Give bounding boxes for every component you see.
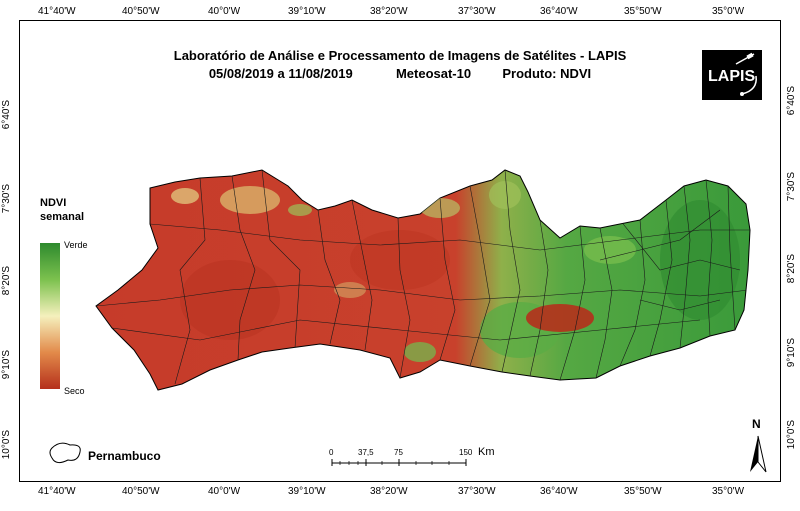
map-subtitle: 05/08/2019 a 11/08/2019 Meteosat-10 Prod…: [0, 66, 800, 81]
municipal-boundaries: [96, 170, 750, 385]
date-range: 05/08/2019 a 11/08/2019: [208, 66, 353, 81]
scale-bar: [331, 459, 467, 466]
lon-tick-bottom: 35°50'W: [624, 486, 662, 497]
north-arrow-icon: [750, 435, 767, 473]
lon-tick-top: 39°10'W: [288, 6, 326, 17]
north-label: N: [752, 417, 761, 431]
lon-tick-bottom: 35°0'W: [712, 486, 745, 497]
pernambuco-inset-shape: [49, 442, 81, 464]
lon-tick-top: 35°0'W: [712, 6, 745, 17]
scale-label: 37,5: [358, 448, 374, 457]
lon-tick-bottom: 40°0'W: [208, 486, 241, 497]
logo-text: LAPIS: [708, 68, 756, 85]
map-border: [19, 20, 781, 482]
pernambuco-state: [95, 169, 751, 391]
lon-tick-top: 41°40'W: [38, 6, 76, 17]
legend-title-line1: NDVI: [40, 197, 67, 209]
legend-title: NDVI semanal: [40, 196, 84, 224]
lon-tick-top: 40°0'W: [208, 6, 241, 17]
satellite-icon: [735, 52, 757, 96]
ndvi-patches: [171, 181, 740, 362]
scale-label: 75: [394, 448, 403, 457]
lon-tick-bottom: 38°20'W: [370, 486, 408, 497]
lon-tick-top: 36°40'W: [540, 6, 578, 17]
legend-max-label: Verde: [64, 240, 88, 250]
legend-title-line2: semanal: [40, 211, 85, 223]
product-name: Produto: NDVI: [502, 66, 592, 81]
legend-color-ramp: [40, 243, 60, 389]
lon-tick-top: 37°30'W: [458, 6, 496, 17]
lon-tick-bottom: 39°10'W: [288, 486, 326, 497]
lapis-logo: LAPIS: [702, 50, 762, 100]
lon-tick-top: 35°50'W: [624, 6, 662, 17]
lon-tick-bottom: 40°50'W: [122, 486, 160, 497]
lon-tick-top: 40°50'W: [122, 6, 160, 17]
map-title: Laboratório de Análise e Processamento d…: [173, 48, 627, 63]
lon-tick-bottom: 37°30'W: [458, 486, 496, 497]
lon-tick-bottom: 36°40'W: [540, 486, 578, 497]
inset-label: Pernambuco: [88, 449, 161, 463]
scale-label: 0: [329, 448, 334, 457]
lon-tick-top: 38°20'W: [370, 6, 408, 17]
scale-unit: Km: [478, 446, 495, 458]
lon-tick-bottom: 41°40'W: [38, 486, 76, 497]
legend-min-label: Seco: [64, 386, 85, 396]
satellite-name: Meteosat-10: [395, 66, 472, 81]
scale-label: 150: [459, 448, 473, 457]
